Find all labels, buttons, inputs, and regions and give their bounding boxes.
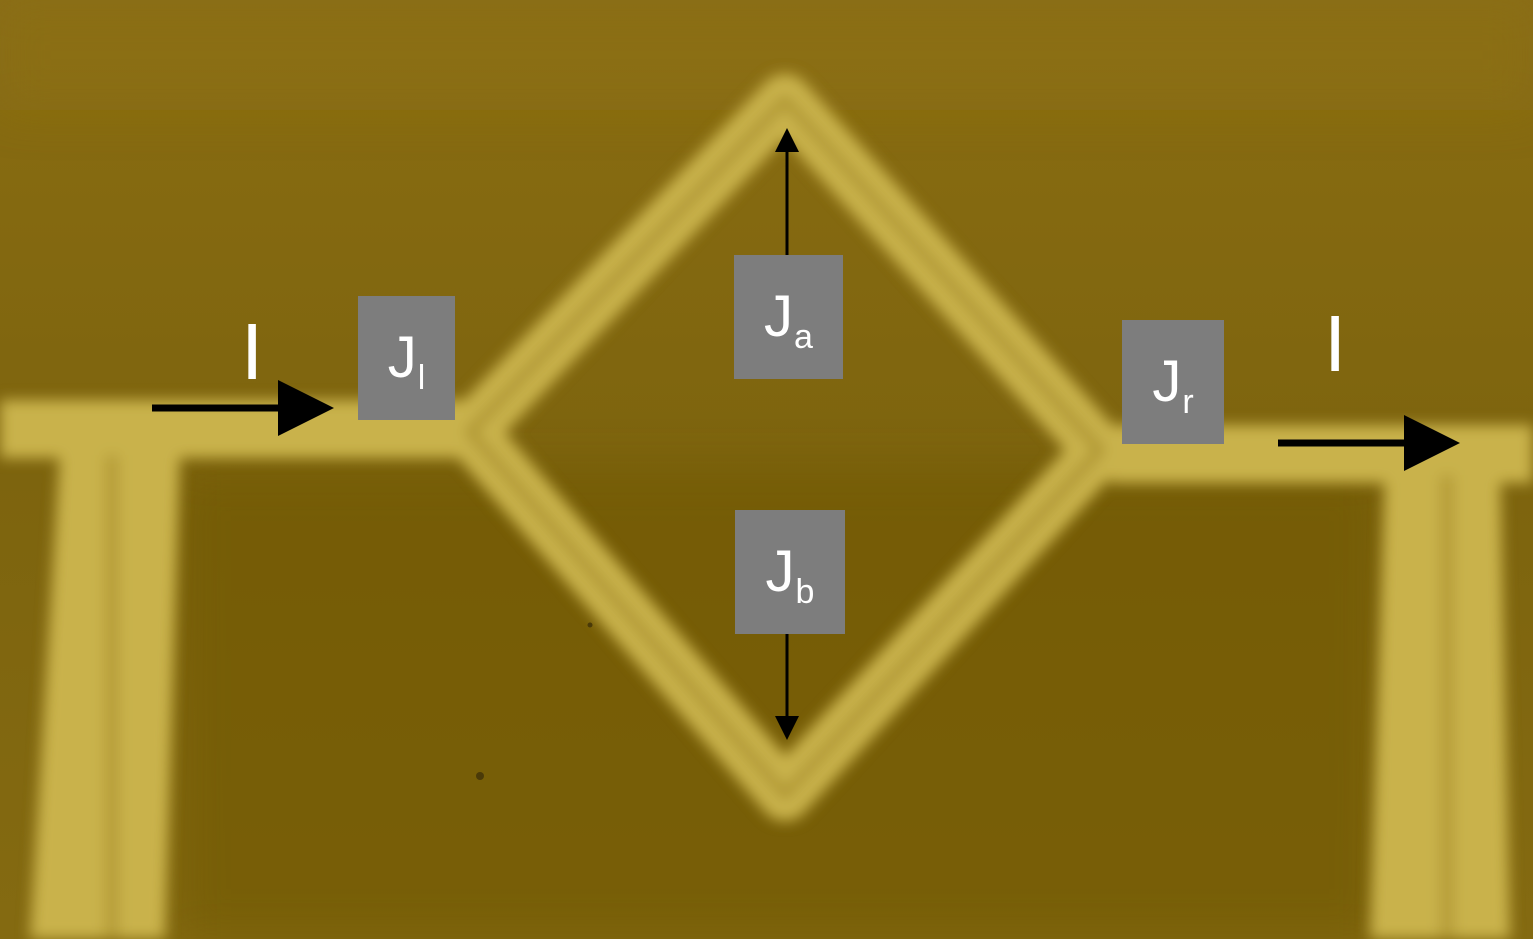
junction-label-ja-main: J (764, 284, 794, 349)
junction-label-jl-sub: l (417, 359, 426, 397)
dust-speck (476, 772, 484, 780)
junction-label-jr-main: J (1152, 349, 1182, 414)
junction-label-jb-sub: b (795, 573, 815, 611)
junction-label-jr-sub: r (1182, 383, 1194, 421)
junction-label-jl-main: J (387, 325, 417, 390)
dust-speck (587, 622, 593, 628)
junction-label-jb-main: J (765, 539, 795, 604)
junction-label-ja-sub: a (794, 318, 813, 356)
current-out-label: I (1324, 299, 1347, 388)
current-in-label: I (241, 307, 264, 396)
